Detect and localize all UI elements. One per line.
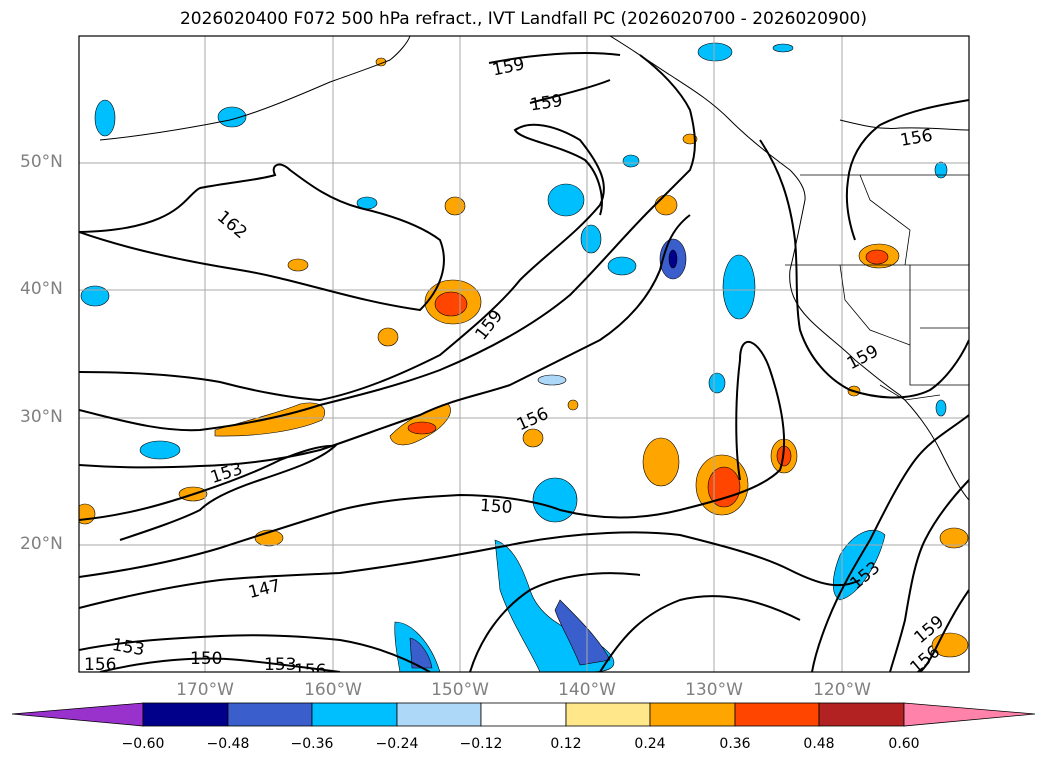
neg-blob [554,599,611,666]
colorbar-tick: 0.12 [550,736,582,752]
map-panel: 159 159 156 162 159 156 159 153 150 147 … [78,35,970,681]
colorbar-tick: −0.24 [375,736,419,752]
colorbar-segment [565,702,651,727]
contour-label: 153 [264,655,296,675]
pos-blob [682,133,698,145]
lat-label-50n: 50°N [20,152,63,172]
pos-blob [642,437,680,487]
colorbar-segment [396,702,482,727]
lon-label-160w: 160°W [304,680,362,700]
colorbar-segment [734,702,820,727]
coastlines [99,36,969,501]
lon-label-120w: 120°W [813,680,871,700]
pos-blob [939,527,969,549]
colorbar-segment [311,702,398,727]
lon-label-170w: 170°W [176,680,234,700]
contour-label: 150 [190,649,222,669]
colorbar-tick: −0.36 [290,736,334,752]
neg-blob [708,372,726,394]
neg-blob [722,254,756,320]
lon-label-130w: 130°W [685,680,743,700]
colorbar [11,702,1036,727]
neg-blob [409,637,433,669]
colorbar-segment [142,702,229,727]
contour-label: 156 [84,655,116,675]
colorbar-tick: 0.36 [719,736,751,752]
colorbar-tick: −0.48 [206,736,250,752]
neg-blob [537,374,567,386]
colorbar-tick: 0.60 [888,736,920,752]
pos-blob [567,399,579,411]
neg-blob [668,249,678,269]
neg-blob [772,43,794,53]
gridlines [79,36,969,672]
political-borders [785,174,969,401]
colorbar-segment [903,702,1036,727]
neg-blob [547,183,585,217]
pos-blob [444,196,466,216]
colorbar-segment [11,702,144,727]
neg-blob [94,99,116,137]
neg-blob [622,154,640,168]
neg-blob [139,440,181,460]
contour-lines [79,52,969,672]
neg-blob [935,399,947,417]
colorbar-tick: −0.60 [121,736,165,752]
colorbar-segment [480,702,567,727]
colorbar-segment [227,702,313,727]
contour-label: 150 [479,496,513,518]
lat-label-20n: 20°N [20,534,63,554]
pos-blob [407,421,437,435]
contour-label: 156 [294,661,326,681]
pos-blob [654,194,678,216]
pos-blob [79,503,96,525]
map-frame [78,35,970,673]
map-title: 2026020400 F072 500 hPa refract., IVT La… [179,9,867,29]
neg-blob [697,42,733,62]
neg-blob [934,161,948,179]
pos-blob [434,291,468,317]
neg-blob [217,106,247,128]
lon-label-150w: 150°W [431,680,489,700]
pos-blob [865,249,889,265]
neg-blob [80,285,110,307]
neg-blob [607,256,637,276]
colorbar-tick: 0.48 [803,736,835,752]
lat-label-30n: 30°N [20,407,63,427]
neg-blob [532,477,578,523]
pos-blob [377,327,399,347]
colorbar-segment [818,702,905,727]
pos-blob [287,258,309,272]
colorbar-tick: 0.24 [634,736,666,752]
colorbar-tick: −0.12 [459,736,503,752]
lat-label-40n: 40°N [20,279,63,299]
pos-blob [707,466,741,508]
contour-label: 159 [529,91,564,115]
colorbar-segment [649,702,736,727]
pos-blob [522,428,544,448]
lon-label-140w: 140°W [558,680,616,700]
neg-blob [580,224,602,254]
